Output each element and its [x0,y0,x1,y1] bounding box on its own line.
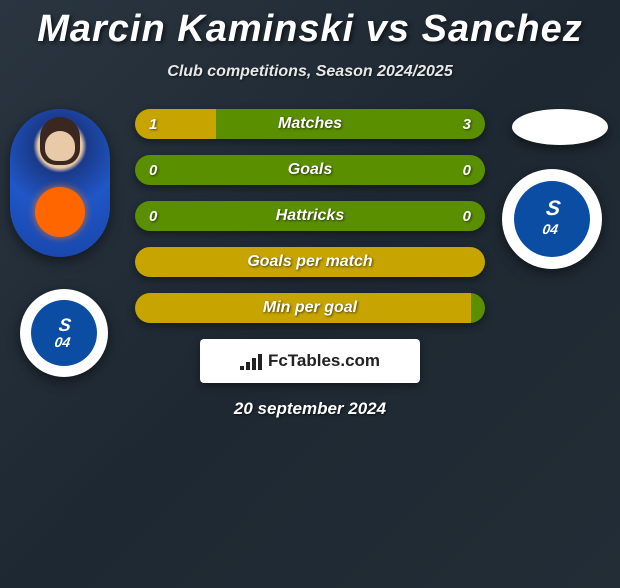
stat-label: Goals per match [247,253,372,271]
sponsor-badge-icon [35,187,85,237]
page-title: Marcin Kaminski vs Sanchez [0,8,620,51]
stat-label: Matches [278,115,342,133]
subtitle: Club competitions, Season 2024/2025 [0,63,620,81]
club-badge-right: S04 [502,169,602,269]
schalke-icon: S04 [514,181,590,257]
stat-bar-matches: 1 Matches 3 [135,109,485,139]
fctables-logo[interactable]: FcTables.com [200,339,420,383]
stat-left-value: 1 [149,116,157,133]
club-badge-left: S04 [20,289,108,377]
schalke-icon: S04 [31,300,97,366]
stat-bar-goals: 0 Goals 0 [135,155,485,185]
stat-right-value: 3 [463,116,471,133]
stat-bar-goals-per-match: Goals per match [135,247,485,277]
player-left [10,109,110,257]
logo-text: FcTables.com [268,351,380,371]
stat-label: Goals [288,161,332,179]
player-right [512,109,608,145]
comparison-area: S04 S04 1 Matches 3 0 Goals 0 0 Ha [0,109,620,419]
stat-right-value: 0 [463,208,471,225]
bar-fill [135,109,216,139]
stat-left-value: 0 [149,162,157,179]
stat-bars: 1 Matches 3 0 Goals 0 0 Hattricks 0 Goal… [135,109,485,323]
stat-bar-min-per-goal: Min per goal [135,293,485,323]
club-logo-left: S04 [20,289,108,377]
stat-left-value: 0 [149,208,157,225]
stat-bar-hattricks: 0 Hattricks 0 [135,201,485,231]
avatar-left [10,109,110,257]
stat-label: Hattricks [276,207,344,225]
stat-right-value: 0 [463,162,471,179]
stat-label: Min per goal [263,299,357,317]
date: 20 september 2024 [0,399,620,419]
bar-chart-icon [240,352,262,370]
club-logo-right: S04 [502,169,602,269]
avatar-right-placeholder [512,109,608,145]
